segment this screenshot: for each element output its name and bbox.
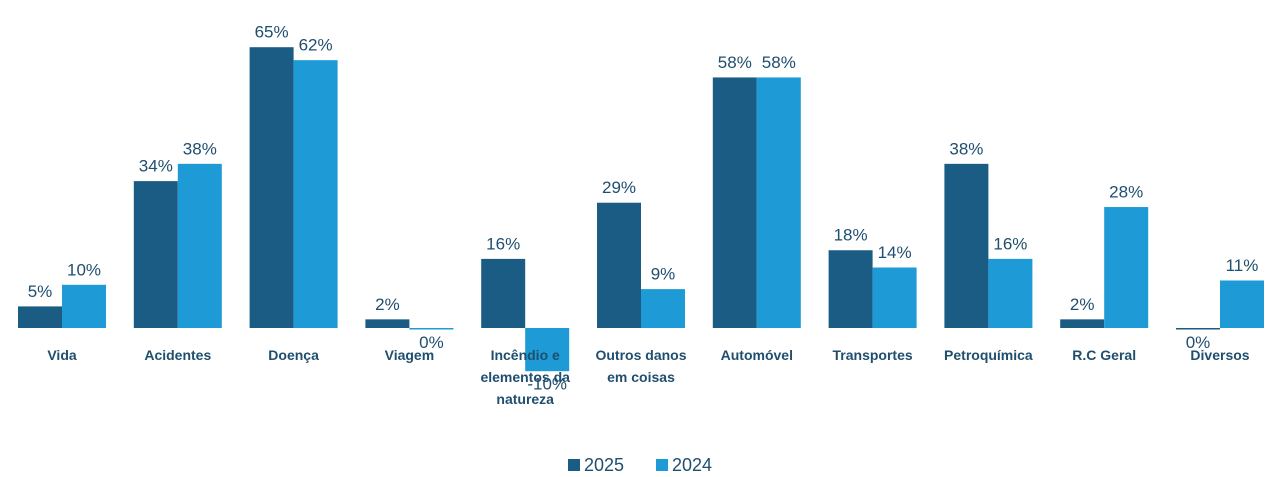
bar	[409, 328, 454, 330]
data-label: 34%	[139, 157, 173, 176]
bar	[481, 258, 526, 328]
data-label: 58%	[718, 53, 752, 72]
bar	[641, 289, 685, 328]
bar	[756, 77, 801, 328]
x-tick-label: Automóvel	[720, 347, 793, 363]
data-label: 9%	[651, 265, 676, 284]
data-label: 29%	[602, 178, 636, 197]
bar	[62, 284, 106, 328]
bar	[365, 319, 410, 328]
bar	[525, 328, 570, 372]
data-label: 58%	[762, 53, 796, 72]
data-label: 16%	[486, 234, 520, 253]
x-tick-label: R.C Geral	[1072, 347, 1137, 363]
x-tick-label: Outros danos em coisas	[595, 347, 687, 385]
x-tick-label: Diversos	[1190, 347, 1250, 363]
data-label: 14%	[878, 243, 912, 262]
x-tick-label: Doença	[268, 347, 319, 363]
x-tick-label: Petroquímica	[944, 347, 1033, 363]
data-label: 2%	[1070, 295, 1095, 314]
data-label: 28%	[1109, 183, 1143, 202]
bar	[177, 163, 222, 328]
bar	[133, 181, 178, 328]
legend-label: 2025	[584, 455, 624, 475]
bar	[988, 258, 1033, 328]
x-tick-label: Viagem	[384, 347, 435, 363]
x-tick-label: Transportes	[832, 347, 913, 363]
data-label: 5%	[28, 282, 53, 301]
data-label: 38%	[949, 139, 983, 158]
bar	[18, 306, 62, 328]
legend-swatch	[568, 459, 580, 471]
data-label: 0%	[1186, 333, 1211, 352]
x-tick-label: Vida	[47, 347, 77, 363]
data-label: 0%	[419, 333, 444, 352]
bar	[828, 250, 873, 328]
data-label: 38%	[183, 139, 217, 158]
data-label: 2%	[375, 295, 400, 314]
bar	[1060, 319, 1105, 328]
bar	[293, 60, 338, 328]
bar	[1104, 207, 1149, 328]
legend-swatch	[656, 459, 668, 471]
data-label: 10%	[67, 260, 101, 279]
data-label: 16%	[993, 234, 1027, 253]
bar	[597, 202, 641, 328]
data-label: -10%	[527, 375, 567, 394]
bar	[872, 267, 917, 328]
data-label: 62%	[299, 36, 333, 55]
bar	[249, 47, 294, 328]
bar	[944, 163, 989, 328]
legend-label: 2024	[672, 455, 712, 475]
data-label: 18%	[834, 226, 868, 245]
data-label: 11%	[1226, 256, 1259, 275]
bar	[1176, 328, 1220, 330]
bar	[712, 77, 757, 328]
data-label: 65%	[255, 23, 289, 42]
x-tick-label: Acidentes	[144, 347, 212, 363]
bar	[1220, 280, 1264, 328]
x-tick-label: Incêndio e elementos da natureza	[480, 347, 570, 407]
